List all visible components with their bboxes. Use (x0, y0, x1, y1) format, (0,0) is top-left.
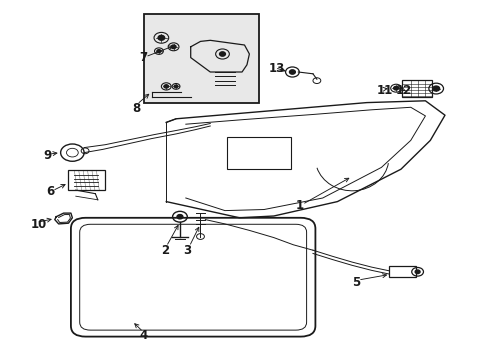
Text: 8: 8 (132, 102, 140, 114)
Bar (232, 142, 241, 164)
Text: 7: 7 (139, 51, 147, 64)
Bar (68, 170, 105, 190)
Text: 10: 10 (30, 219, 46, 231)
Text: 11: 11 (376, 84, 392, 96)
Text: 13: 13 (268, 62, 285, 75)
Text: 3: 3 (183, 244, 191, 257)
Bar (401, 80, 431, 97)
Bar (144, 14, 259, 103)
Text: 4: 4 (139, 329, 147, 342)
Circle shape (177, 215, 183, 219)
Bar (388, 266, 415, 277)
Text: 1: 1 (295, 199, 304, 212)
Text: 5: 5 (351, 276, 360, 289)
Circle shape (164, 85, 168, 88)
FancyBboxPatch shape (80, 224, 306, 330)
Text: 9: 9 (43, 149, 51, 162)
Circle shape (158, 35, 164, 40)
FancyBboxPatch shape (227, 137, 290, 169)
Bar (246, 142, 255, 164)
Text: 6: 6 (46, 185, 55, 198)
Bar (260, 142, 268, 164)
Text: 2: 2 (161, 244, 169, 257)
Circle shape (219, 52, 225, 56)
Text: 12: 12 (395, 84, 411, 96)
Circle shape (174, 85, 178, 88)
Circle shape (432, 86, 439, 91)
Circle shape (414, 270, 419, 274)
Circle shape (393, 86, 398, 90)
FancyBboxPatch shape (71, 218, 315, 337)
Circle shape (171, 45, 176, 49)
Circle shape (157, 50, 161, 53)
Circle shape (289, 70, 295, 74)
